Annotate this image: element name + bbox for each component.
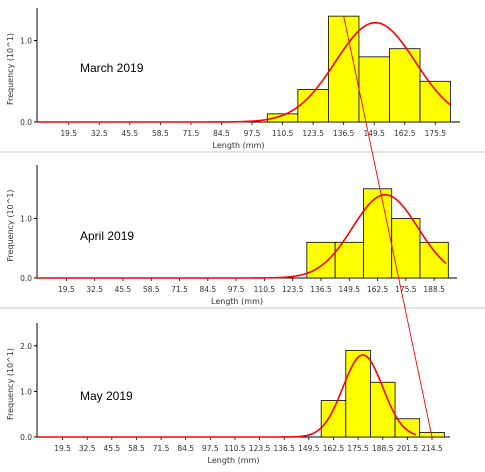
histogram-panel: 0.0 1.0 Frequency (10^1) 19.5 32.5 45.5 58.5 71… bbox=[6, 165, 457, 306]
x-tick-label: 136.5 bbox=[333, 129, 355, 138]
x-tick-label: 123.5 bbox=[282, 285, 304, 294]
histogram-bar bbox=[345, 349, 371, 438]
x-tick-label: 162.5 bbox=[394, 129, 416, 138]
histogram-panel: 0.0 1.0 2.0 Frequency (10^1) 19.5 32.5 45.5 58.… bbox=[6, 323, 450, 465]
histogram-bar bbox=[419, 241, 449, 279]
x-tick-label: 149.5 bbox=[339, 285, 361, 294]
x-tick-label: 19.5 bbox=[58, 285, 75, 294]
panel-label: April 2019 bbox=[80, 229, 134, 243]
x-tick-label: 32.5 bbox=[91, 129, 108, 138]
fitted-normal-curve bbox=[37, 21, 452, 123]
trend-overlay bbox=[343, 16, 433, 438]
histogram-bar bbox=[297, 89, 329, 123]
x-tick-label: 84.5 bbox=[199, 285, 216, 294]
panel-label: March 2019 bbox=[80, 61, 144, 75]
cohort-trend-line bbox=[343, 16, 433, 438]
x-tick-label: 97.5 bbox=[244, 129, 261, 138]
x-tick-label: 97.5 bbox=[228, 285, 245, 294]
x-tick-label: 71.5 bbox=[183, 129, 200, 138]
x-tick-label: 84.5 bbox=[177, 444, 194, 453]
x-tick-label: 84.5 bbox=[213, 129, 230, 138]
x-tick-label: 201.5 bbox=[397, 444, 419, 453]
x-tick-label: 71.5 bbox=[171, 285, 188, 294]
x-tick-label: 58.5 bbox=[128, 444, 145, 453]
y-axis-label: Frequency (10^1) bbox=[6, 189, 15, 261]
histogram-bar bbox=[306, 241, 336, 279]
x-tick-label: 45.5 bbox=[121, 129, 138, 138]
x-tick-label: 188.5 bbox=[423, 285, 445, 294]
x-tick-label: 214.5 bbox=[421, 444, 443, 453]
x-tick-label: 71.5 bbox=[153, 444, 170, 453]
x-tick-label: 188.5 bbox=[372, 444, 394, 453]
x-axis-label: Length (mm) bbox=[213, 141, 265, 150]
x-tick-label: 19.5 bbox=[60, 129, 77, 138]
x-tick-label: 32.5 bbox=[86, 285, 103, 294]
x-tick-label: 136.5 bbox=[273, 444, 295, 453]
x-tick-label: 19.5 bbox=[54, 444, 71, 453]
y-tick-label: 0.0 bbox=[20, 274, 32, 283]
y-tick-label: 2.0 bbox=[20, 342, 32, 351]
panels-group: 0.0 1.0 Frequency (10^1) 19.5 32.5 45.5 58.5 71… bbox=[6, 8, 460, 465]
x-tick-label: 162.5 bbox=[367, 285, 389, 294]
histogram-bar bbox=[389, 48, 421, 123]
x-tick-label: 110.5 bbox=[272, 129, 294, 138]
x-axis-label: Length (mm) bbox=[211, 297, 263, 306]
x-tick-label: 162.5 bbox=[323, 444, 345, 453]
x-tick-label: 32.5 bbox=[79, 444, 96, 453]
y-tick-label: 1.0 bbox=[20, 387, 32, 396]
x-tick-label: 97.5 bbox=[202, 444, 219, 453]
histogram-bar bbox=[320, 400, 347, 438]
panel-label: May 2019 bbox=[80, 389, 133, 403]
histogram-bar bbox=[391, 218, 421, 279]
y-tick-label: 1.0 bbox=[20, 37, 32, 46]
histogram-bar bbox=[363, 188, 393, 279]
y-tick-label: 0.0 bbox=[20, 433, 32, 442]
y-tick-label: 1.0 bbox=[20, 215, 32, 224]
x-tick-label: 45.5 bbox=[115, 285, 132, 294]
histogram-bar bbox=[370, 381, 396, 438]
fitted-normal-curve bbox=[37, 193, 447, 279]
y-axis-label: Frequency (10^1) bbox=[6, 348, 15, 420]
x-tick-label: 110.5 bbox=[254, 285, 276, 294]
y-tick-label: 0.0 bbox=[20, 118, 32, 127]
fitted-normal-curve bbox=[37, 354, 417, 438]
x-tick-label: 149.5 bbox=[363, 129, 385, 138]
x-tick-label: 175.5 bbox=[347, 444, 369, 453]
histogram-panel: 0.0 1.0 Frequency (10^1) 19.5 32.5 45.5 58.5 71… bbox=[6, 8, 460, 150]
x-tick-label: 149.5 bbox=[298, 444, 320, 453]
x-tick-label: 136.5 bbox=[310, 285, 332, 294]
x-tick-label: 110.5 bbox=[224, 444, 246, 453]
y-axis-label: Frequency (10^1) bbox=[6, 33, 15, 105]
x-tick-label: 175.5 bbox=[395, 285, 417, 294]
x-tick-label: 175.5 bbox=[425, 129, 447, 138]
x-tick-label: 123.5 bbox=[249, 444, 271, 453]
x-tick-label: 123.5 bbox=[302, 129, 324, 138]
x-tick-label: 58.5 bbox=[152, 129, 169, 138]
x-axis-label: Length (mm) bbox=[208, 456, 260, 465]
x-tick-label: 45.5 bbox=[103, 444, 120, 453]
x-tick-label: 58.5 bbox=[143, 285, 160, 294]
